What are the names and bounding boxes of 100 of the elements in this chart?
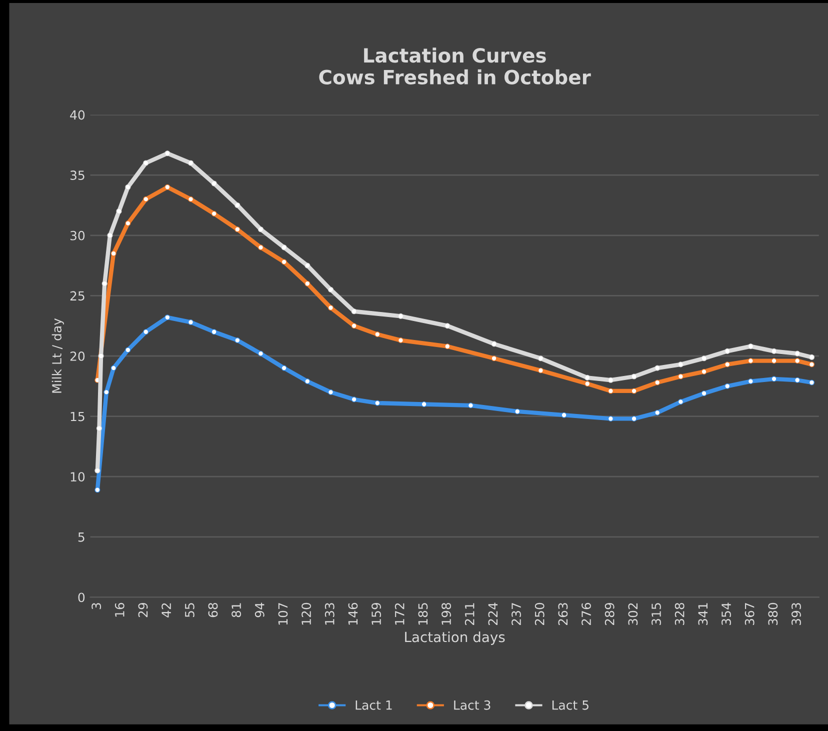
point	[328, 304, 334, 311]
point	[188, 319, 194, 326]
point	[234, 202, 240, 208]
y-tick-label: 25	[70, 291, 84, 301]
point	[771, 376, 777, 382]
point	[125, 220, 131, 226]
point	[608, 388, 614, 394]
point	[374, 332, 380, 338]
point	[491, 341, 497, 347]
y-tick-label: 30	[70, 230, 85, 240]
y-tick-label: 5	[78, 532, 84, 542]
x-tick-label: 133	[324, 603, 334, 625]
x-tick-label: 315	[652, 603, 661, 625]
x-tick-label: 289	[604, 602, 614, 626]
y-tick-label: 35	[70, 170, 84, 180]
point	[654, 410, 660, 416]
x-tick-label: 302	[628, 603, 638, 625]
x-tick-label: 341	[698, 603, 708, 625]
point	[143, 196, 149, 202]
point	[771, 358, 777, 364]
x-tick-label: 94	[254, 602, 264, 618]
point	[748, 344, 754, 350]
x-tick-label: 120	[302, 602, 312, 625]
point	[794, 350, 800, 356]
point	[258, 244, 264, 250]
point	[491, 356, 497, 362]
point	[794, 358, 800, 364]
x-tick-label: 237	[512, 603, 522, 626]
x-tick-label: 3	[92, 603, 102, 610]
legend-label: Lact 5	[552, 700, 588, 710]
point	[328, 286, 334, 292]
x-tick-label: 81	[232, 603, 242, 618]
legend-label: Lact 3	[454, 700, 490, 710]
y-tick-label: 40	[70, 110, 85, 120]
x-tick-label: 16	[114, 602, 124, 617]
point	[281, 259, 287, 265]
point	[351, 323, 357, 329]
point	[328, 389, 334, 395]
x-tick-label: 224	[488, 602, 498, 626]
point	[444, 323, 450, 329]
x-tick-label: 393	[792, 603, 801, 625]
point	[164, 184, 170, 190]
x-tick-label: 42	[162, 603, 171, 618]
point	[110, 250, 116, 256]
x-tick-label: 367	[744, 603, 754, 625]
point	[631, 374, 637, 380]
point	[584, 380, 590, 387]
point	[94, 487, 100, 493]
point	[258, 350, 264, 356]
point	[701, 368, 707, 374]
point	[125, 347, 131, 353]
x-tick-label: 211	[464, 603, 474, 626]
x-tick-label: 328	[674, 602, 684, 625]
point	[143, 160, 149, 166]
point	[304, 378, 310, 384]
point	[211, 329, 217, 335]
point	[538, 356, 544, 362]
chart-title: Lactation Curves Cows Freshed in October	[319, 48, 591, 84]
line-series	[94, 184, 814, 394]
x-axis-title: Lactation days	[405, 632, 505, 645]
point	[678, 399, 684, 405]
point	[234, 338, 240, 344]
point	[164, 314, 170, 320]
point	[304, 262, 310, 268]
x-tick-label: 185	[418, 603, 428, 625]
x-tick-label: 276	[582, 602, 592, 626]
x-tick-label: 263	[558, 603, 568, 626]
y-tick-label: 15	[70, 412, 84, 422]
y-tick-label: 20	[70, 351, 85, 361]
x-tick-label: 29	[138, 602, 148, 618]
point	[188, 196, 194, 202]
x-tick-label: 68	[208, 602, 218, 618]
x-tick-label: 250	[534, 602, 544, 626]
y-tick-label: 0	[78, 592, 85, 602]
x-tick-label: 55	[185, 603, 194, 618]
point	[281, 365, 287, 371]
point	[211, 210, 217, 216]
point	[110, 365, 116, 371]
x-tick-label: 198	[442, 602, 452, 625]
point	[281, 244, 287, 250]
point	[258, 226, 264, 232]
point	[143, 329, 149, 335]
x-tick-label: 354	[722, 602, 731, 625]
point	[748, 378, 754, 384]
y-tick-label: 10	[70, 472, 85, 482]
point	[211, 180, 217, 186]
point	[164, 150, 170, 156]
point	[808, 354, 814, 360]
point	[125, 184, 131, 190]
point	[724, 383, 730, 389]
point	[351, 308, 357, 314]
x-tick-label: 172	[394, 603, 404, 625]
point	[188, 160, 194, 166]
point	[654, 380, 660, 386]
x-tick-label: 159	[372, 602, 382, 625]
x-tick-label: 146	[348, 602, 358, 625]
x-tick-label: 107	[278, 603, 288, 625]
point	[104, 389, 110, 395]
point	[444, 344, 450, 350]
point	[701, 390, 707, 396]
